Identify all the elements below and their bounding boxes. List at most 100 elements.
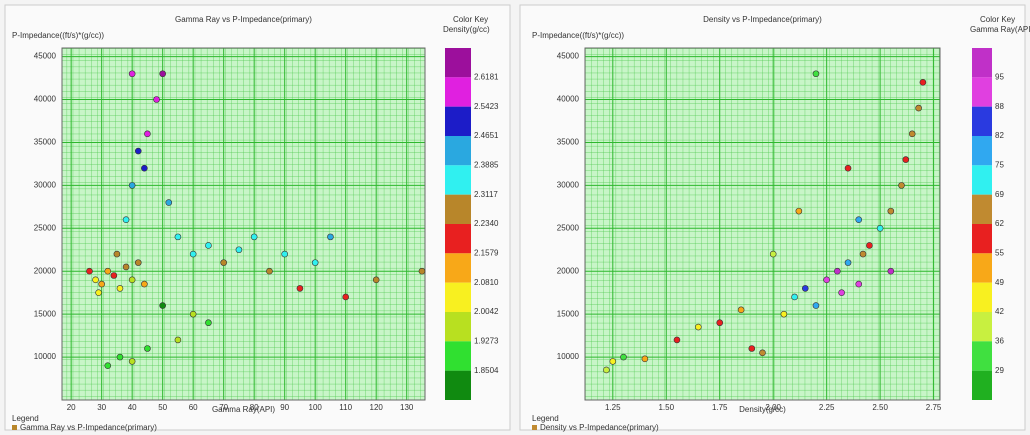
data-point xyxy=(610,358,616,364)
data-point xyxy=(717,320,723,326)
data-point xyxy=(920,79,926,85)
data-point xyxy=(111,273,117,279)
legend-title: Legend xyxy=(532,414,559,423)
y-tick-label: 40000 xyxy=(557,95,580,104)
data-point xyxy=(144,345,150,351)
data-point xyxy=(419,268,425,274)
color-key-cell xyxy=(972,224,992,253)
color-key-tick: 1.8504 xyxy=(474,366,499,375)
y-tick-label: 25000 xyxy=(557,223,580,232)
color-key-cell xyxy=(445,283,471,312)
color-key-tick: 75 xyxy=(995,160,1004,169)
data-point xyxy=(802,285,808,291)
y-axis-label: P-Impedance((ft/s)*(g/cc)) xyxy=(12,31,104,40)
color-key-tick: 29 xyxy=(995,366,1004,375)
y-tick-label: 15000 xyxy=(557,309,580,318)
y-tick-label: 45000 xyxy=(557,52,580,61)
color-key-label: Gamma Ray(API) xyxy=(970,25,1030,34)
y-tick-label: 20000 xyxy=(34,266,57,275)
color-key-tick: 2.6181 xyxy=(474,72,499,81)
color-key-cell xyxy=(972,253,992,282)
x-tick-label: 2.00 xyxy=(765,403,781,412)
y-tick-label: 35000 xyxy=(557,138,580,147)
data-point xyxy=(297,285,303,291)
x-tick-label: 100 xyxy=(309,403,323,412)
x-tick-label: 60 xyxy=(189,403,198,412)
data-point xyxy=(105,268,111,274)
data-point xyxy=(123,217,129,223)
color-key-cell xyxy=(972,77,992,106)
color-key-cell xyxy=(445,224,471,253)
chart-title: Gamma Ray vs P-Impedance(primary) xyxy=(175,15,312,24)
data-point xyxy=(770,251,776,257)
data-point xyxy=(877,225,883,231)
color-key-cell xyxy=(972,283,992,312)
x-tick-label: 1.75 xyxy=(712,403,728,412)
color-key-tick: 62 xyxy=(995,219,1004,228)
color-key-tick: 88 xyxy=(995,102,1004,111)
color-key-tick: 2.0042 xyxy=(474,307,499,316)
data-point xyxy=(96,290,102,296)
color-key-title: Color Key xyxy=(453,15,488,24)
data-point xyxy=(824,277,830,283)
color-key-tick: 55 xyxy=(995,248,1004,257)
data-point xyxy=(135,148,141,154)
color-key-tick: 2.2340 xyxy=(474,219,499,228)
color-key-tick: 2.1579 xyxy=(474,248,499,257)
data-point xyxy=(86,268,92,274)
y-tick-label: 45000 xyxy=(34,52,57,61)
y-tick-label: 25000 xyxy=(34,223,57,232)
data-point xyxy=(866,242,872,248)
data-point xyxy=(312,260,318,266)
color-key-cell xyxy=(972,341,992,370)
data-point xyxy=(141,165,147,171)
data-point xyxy=(845,165,851,171)
data-point xyxy=(141,281,147,287)
data-point xyxy=(205,242,211,248)
data-point xyxy=(796,208,802,214)
color-key-cell xyxy=(972,48,992,77)
data-point xyxy=(93,277,99,283)
data-point xyxy=(129,358,135,364)
data-point xyxy=(749,345,755,351)
data-point xyxy=(205,320,211,326)
color-key-cell xyxy=(445,107,471,136)
x-tick-label: 130 xyxy=(400,403,414,412)
data-point xyxy=(813,71,819,77)
data-point xyxy=(620,354,626,360)
data-point xyxy=(642,356,648,362)
data-point xyxy=(792,294,798,300)
crossplot-window: Gamma Ray vs P-Impedance(primary) P-Imped… xyxy=(0,0,1030,435)
color-key-tick: 2.3117 xyxy=(474,190,498,199)
data-point xyxy=(160,71,166,77)
color-key-tick: 36 xyxy=(995,336,1004,345)
legend-entry: Density vs P-Impedance(primary) xyxy=(540,423,659,432)
color-key-cell xyxy=(972,107,992,136)
legend-entry: Gamma Ray vs P-Impedance(primary) xyxy=(20,423,157,432)
color-key-cell xyxy=(445,371,471,400)
data-point xyxy=(903,157,909,163)
data-point xyxy=(175,337,181,343)
color-key-tick: 2.5423 xyxy=(474,102,499,111)
color-key-tick: 1.9273 xyxy=(474,336,499,345)
y-tick-label: 40000 xyxy=(34,95,57,104)
color-key-cell xyxy=(445,48,471,77)
color-key-cell xyxy=(445,312,471,341)
y-tick-label: 10000 xyxy=(557,352,580,361)
data-point xyxy=(888,208,894,214)
data-point xyxy=(175,234,181,240)
data-point xyxy=(839,290,845,296)
y-tick-label: 10000 xyxy=(34,352,57,361)
data-point xyxy=(343,294,349,300)
color-key-cell xyxy=(972,136,992,165)
data-point xyxy=(117,354,123,360)
data-point xyxy=(856,217,862,223)
data-point xyxy=(834,268,840,274)
data-point xyxy=(117,285,123,291)
x-tick-label: 1.25 xyxy=(605,403,621,412)
x-tick-label: 90 xyxy=(280,403,289,412)
color-key-tick: 82 xyxy=(995,131,1004,140)
color-key-label: Density(g/cc) xyxy=(443,25,490,34)
x-tick-label: 2.25 xyxy=(819,403,835,412)
data-point xyxy=(105,363,111,369)
